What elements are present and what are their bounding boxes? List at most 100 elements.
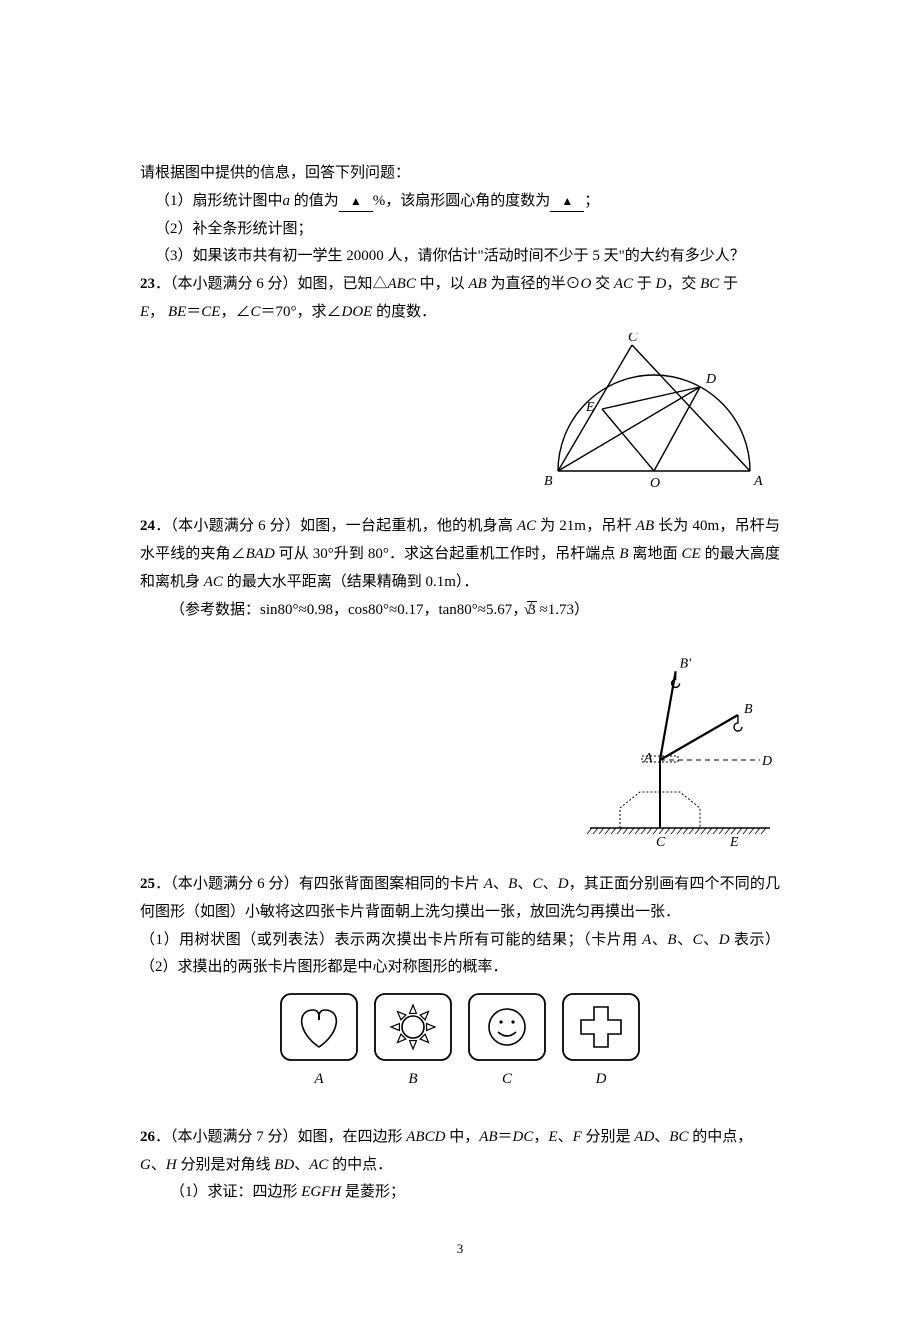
svg-text:C: C bbox=[656, 835, 666, 850]
txt: 分别是 bbox=[582, 1129, 635, 1145]
dc: DC bbox=[513, 1129, 534, 1145]
eq: ＝ bbox=[186, 304, 201, 320]
e: E bbox=[140, 304, 149, 320]
o: O bbox=[580, 276, 591, 292]
q24-figure: A B B' C D E bbox=[140, 630, 780, 861]
d: D bbox=[656, 276, 667, 292]
q23-line2: E， BE＝CE，∠C＝70°，求∠DOE 的度数． bbox=[140, 299, 780, 327]
ce: CE bbox=[682, 546, 701, 562]
q23: 23．（本小题满分 6 分）如图，已知△ABC 中，以 AB 为直径的半⊙O 交… bbox=[140, 271, 780, 299]
intro-line: 请根据图中提供的信息，回答下列问题： bbox=[140, 160, 780, 188]
q25-cards: ABCD bbox=[140, 992, 780, 1094]
b: B bbox=[667, 932, 676, 948]
blank-a bbox=[339, 196, 373, 213]
sep: 、 bbox=[493, 876, 508, 892]
card-b bbox=[373, 992, 453, 1062]
txt: 为直径的半⊙ bbox=[487, 276, 581, 292]
sep: 、 bbox=[558, 1129, 573, 1145]
q26-num: 26 bbox=[140, 1129, 155, 1145]
ab: AB bbox=[479, 1129, 497, 1145]
sep: 、 bbox=[517, 876, 532, 892]
txt: （1）求证：四边形 bbox=[170, 1184, 301, 1200]
txt: 的中点， bbox=[688, 1129, 752, 1145]
card-d bbox=[561, 992, 641, 1062]
svg-text:E: E bbox=[585, 400, 595, 415]
txt: 交 bbox=[591, 276, 614, 292]
intro-sub3: （3）如果该市共有初一学生 20000 人，请你估计"活动时间不少于 5 天"的… bbox=[140, 243, 780, 271]
doe: DOE bbox=[341, 304, 372, 320]
svg-text:B: B bbox=[544, 474, 553, 489]
txt: ＝70°，求∠ bbox=[260, 304, 341, 320]
svg-text:O: O bbox=[650, 476, 660, 491]
txt: ≈1.73） bbox=[540, 602, 589, 618]
c: C bbox=[693, 932, 703, 948]
svg-text:C: C bbox=[628, 333, 638, 345]
q24: 24．（本小题满分 6 分）如图，一台起重机，他的机身高 AC 为 21m，吊杆… bbox=[140, 513, 780, 596]
txt: ．（本小题满分 6 分）如图，已知△ bbox=[155, 276, 388, 292]
txt: ．（本小题满分 7 分）如图，在四边形 bbox=[155, 1129, 406, 1145]
txt: （参考数据：sin80°≈0.98，cos80°≈0.17，tan80°≈5.6… bbox=[170, 602, 527, 618]
sep: 、 bbox=[677, 932, 693, 948]
a: A bbox=[484, 876, 493, 892]
f: F bbox=[573, 1129, 582, 1145]
ab: AB bbox=[468, 276, 486, 292]
svg-text:E: E bbox=[729, 835, 739, 850]
sep: 、 bbox=[703, 932, 719, 948]
bd: BD bbox=[274, 1157, 294, 1173]
svg-text:A: A bbox=[753, 474, 763, 489]
txt: 的最大水平距离（结果精确到 0.1m）． bbox=[223, 574, 478, 590]
txt: 可从 30°升到 80°．求这台起重机工作时，吊杆端点 bbox=[275, 546, 620, 562]
bc: BC bbox=[669, 1129, 688, 1145]
be: BE bbox=[168, 304, 186, 320]
txt: 中， bbox=[445, 1129, 479, 1145]
ad: AD bbox=[634, 1129, 654, 1145]
g: G bbox=[140, 1157, 151, 1173]
e: E bbox=[548, 1129, 557, 1145]
txt: 的值为 bbox=[290, 193, 339, 209]
svg-text:D: D bbox=[761, 754, 772, 769]
card-a bbox=[279, 992, 359, 1062]
txt: 为 21m，吊杆 bbox=[536, 518, 636, 534]
card-label: A bbox=[279, 1066, 359, 1094]
semicircle-diagram: BAOCDE bbox=[520, 333, 780, 493]
txt: 是菱形； bbox=[341, 1184, 405, 1200]
sep: 、 bbox=[151, 1157, 166, 1173]
eq: ＝ bbox=[498, 1129, 513, 1145]
card-c bbox=[467, 992, 547, 1062]
txt: 离地面 bbox=[629, 546, 682, 562]
b: B bbox=[619, 546, 628, 562]
svg-text:A: A bbox=[643, 751, 653, 766]
d: D bbox=[719, 932, 730, 948]
ce: CE bbox=[201, 304, 220, 320]
egfh: EGFH bbox=[301, 1184, 341, 1200]
page-number: 3 bbox=[140, 1237, 780, 1261]
blank-angle bbox=[550, 196, 584, 213]
svg-text:B: B bbox=[744, 702, 753, 717]
txt: ，交 bbox=[666, 276, 700, 292]
txt: 于 bbox=[719, 276, 738, 292]
txt: %，该扇形圆心角的度数为 bbox=[373, 193, 551, 209]
crane-diagram: A B B' C D E bbox=[580, 630, 780, 850]
txt: 的度数． bbox=[372, 304, 436, 320]
q26-line2: G、H 分别是对角线 BD、AC 的中点． bbox=[140, 1152, 780, 1180]
txt: 的中点． bbox=[328, 1157, 392, 1173]
sep: 、 bbox=[543, 876, 558, 892]
d: D bbox=[558, 876, 569, 892]
q26: 26．（本小题满分 7 分）如图，在四边形 ABCD 中，AB＝DC，E、F 分… bbox=[140, 1124, 780, 1152]
c: C bbox=[250, 304, 260, 320]
txt: ，∠ bbox=[220, 304, 250, 320]
txt: ．（本小题满分 6 分）如图，一台起重机，他的机身高 bbox=[155, 518, 517, 534]
txt: ， bbox=[533, 1129, 548, 1145]
ac: AC bbox=[309, 1157, 328, 1173]
q25: 25．（本小题满分 6 分）有四张背面图案相同的卡片 A、B、C、D，其正面分别… bbox=[140, 871, 780, 927]
svg-text:B': B' bbox=[680, 657, 693, 672]
ab: AB bbox=[636, 518, 654, 534]
card-label: C bbox=[467, 1066, 547, 1094]
sep: 、 bbox=[294, 1157, 309, 1173]
card-label: D bbox=[561, 1066, 641, 1094]
ac: AC bbox=[614, 276, 633, 292]
txt: 分别是对角线 bbox=[177, 1157, 275, 1173]
ac: AC bbox=[517, 518, 536, 534]
sep: 、 bbox=[651, 932, 667, 948]
txt: （1）用树状图（或列表法）表示两次摸出卡片所有可能的结果；（卡片用 bbox=[140, 932, 642, 948]
